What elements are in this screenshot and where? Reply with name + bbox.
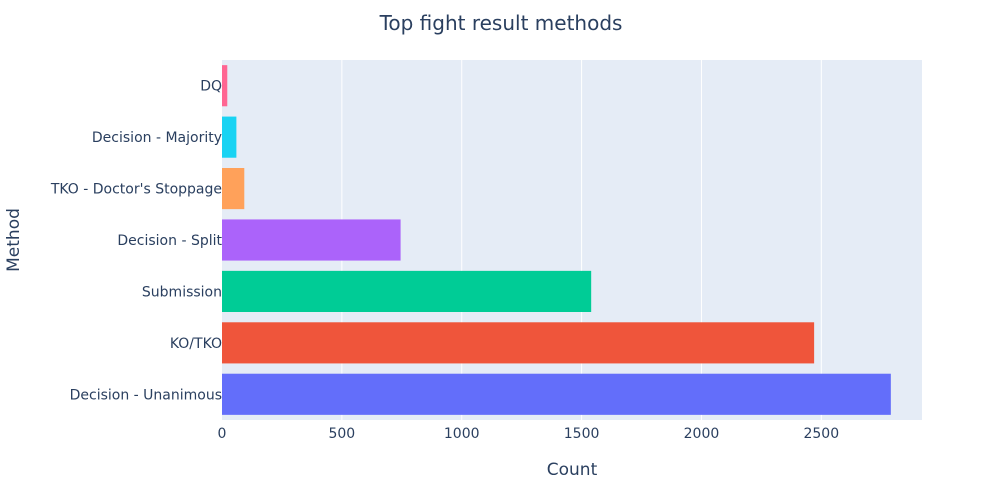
bars — [222, 65, 891, 415]
bar — [222, 373, 891, 415]
x-tick-label: 1500 — [564, 426, 600, 442]
y-axis-ticks: Decision - Unanimous KO/TKO Submission Deci… — [50, 79, 223, 404]
chart-title: Top fight result methods — [379, 11, 623, 35]
bar — [222, 270, 592, 312]
x-tick-label: 2500 — [803, 426, 839, 442]
bar — [222, 116, 237, 158]
x-axis-ticks: 0 500 1000 1500 2000 2500 — [218, 426, 840, 442]
y-tick-label: Submission — [142, 284, 222, 300]
bar — [222, 168, 245, 210]
y-tick-label: Decision - Unanimous — [70, 387, 222, 403]
x-axis-title: Count — [547, 460, 598, 480]
y-tick-label: DQ — [200, 79, 222, 95]
y-tick-label: KO/TKO — [170, 336, 222, 352]
x-tick-label: 1000 — [444, 426, 480, 442]
y-axis-title: Method — [4, 208, 24, 272]
bar — [222, 219, 401, 261]
y-tick-label: Decision - Majority — [92, 130, 222, 146]
x-tick-label: 0 — [218, 426, 227, 442]
bar — [222, 65, 228, 107]
y-tick-label: TKO - Doctor's Stoppage — [50, 182, 222, 198]
x-tick-label: 2000 — [684, 426, 720, 442]
x-tick-label: 500 — [328, 426, 355, 442]
bar — [222, 322, 815, 364]
y-tick-label: Decision - Split — [117, 233, 222, 249]
